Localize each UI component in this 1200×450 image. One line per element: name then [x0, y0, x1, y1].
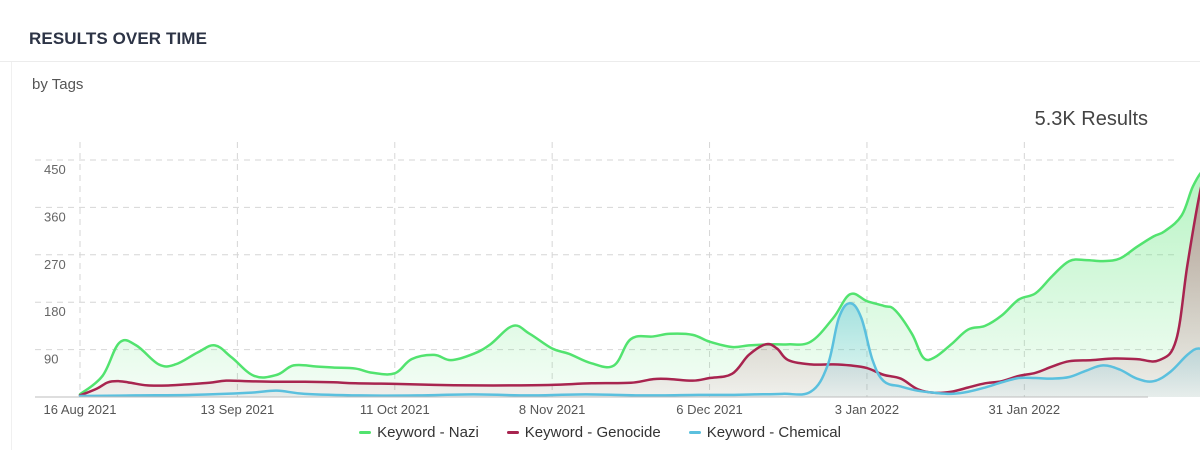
- results-total: 5.3K Results: [1034, 108, 1148, 130]
- legend-item-keyword-chemical[interactable]: Keyword - Chemical: [688, 424, 841, 441]
- legend-item-keyword-nazi[interactable]: Keyword - Nazi: [359, 424, 479, 441]
- x-tick-label: 11 Oct 2021: [360, 402, 430, 417]
- series-area-keyword-nazi: [80, 174, 1200, 397]
- x-tick-label: 8 Nov 2021: [519, 402, 586, 417]
- series-line-keyword-chemical: [78, 302, 1200, 398]
- chart-lines: [78, 171, 1200, 398]
- legend-label: Keyword - Genocide: [524, 424, 661, 441]
- y-tick-label: 450: [44, 162, 66, 177]
- series-line-keyword-genocide: [78, 186, 1200, 397]
- legend-swatch: [359, 431, 372, 434]
- series-line-keyword-nazi: [78, 171, 1200, 396]
- chart-axes: 90 180 270 360 450 16 Aug 2021 13 Sep 2021 11 O…: [35, 162, 1148, 417]
- panel-title: RESULTS OVER TIME: [29, 29, 208, 48]
- x-tick-label: 3 Jan 2022: [835, 402, 899, 417]
- x-tick-label: 31 Jan 2022: [989, 402, 1061, 417]
- x-tick-label: 6 Dec 2021: [676, 402, 743, 417]
- panel-divider: [11, 62, 12, 450]
- y-tick-label: 360: [44, 209, 66, 224]
- panel-header: RESULTS OVER TIME: [0, 0, 1200, 62]
- chart-legend: Keyword - Nazi Keyword - Genocide Keyword …: [0, 424, 1200, 441]
- series-area-keyword-chemical: [80, 303, 1200, 397]
- y-tick-label: 270: [44, 257, 66, 272]
- chart-areas: [80, 174, 1200, 397]
- legend-swatch: [506, 431, 519, 434]
- legend-swatch: [688, 431, 701, 434]
- x-tick-label: 13 Sep 2021: [201, 402, 275, 417]
- legend-label: Keyword - Chemical: [706, 424, 841, 441]
- panel-subtitle: by Tags: [32, 76, 84, 93]
- y-tick-label: 90: [44, 352, 58, 367]
- legend-item-keyword-genocide[interactable]: Keyword - Genocide: [506, 424, 661, 441]
- y-tick-label: 180: [44, 304, 66, 319]
- legend-label: Keyword - Nazi: [377, 424, 479, 441]
- x-tick-label: 16 Aug 2021: [43, 402, 116, 417]
